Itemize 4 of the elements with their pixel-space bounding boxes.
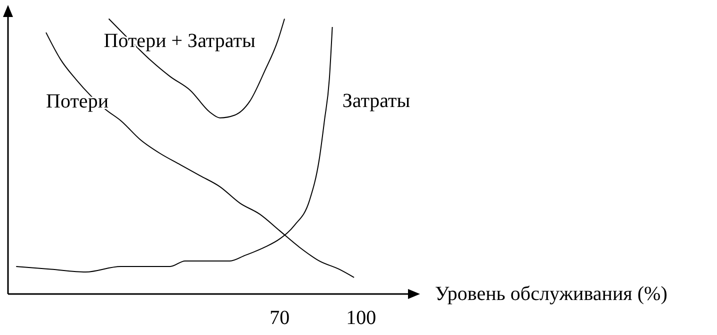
x-axis-title: Уровень обслуживания (%) xyxy=(435,283,668,305)
x-tick-label: 100 xyxy=(346,307,376,329)
x-tick-label: 70 xyxy=(270,307,290,329)
series-label: Затраты xyxy=(342,90,410,112)
